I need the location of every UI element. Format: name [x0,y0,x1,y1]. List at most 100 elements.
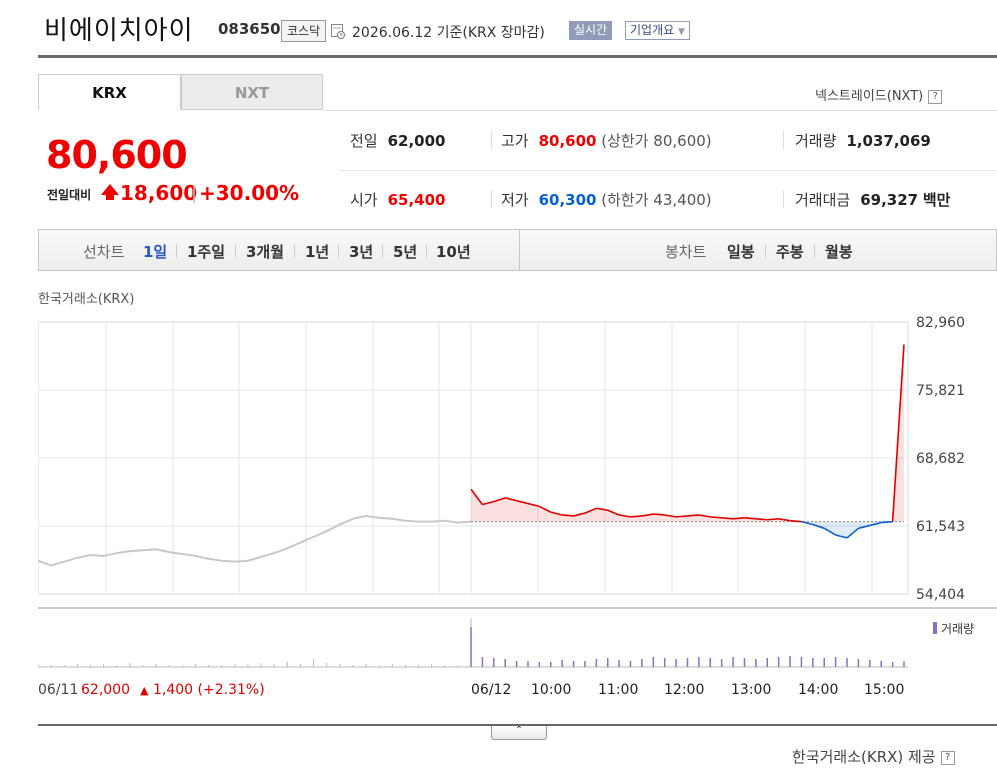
series-area-segment [584,508,597,522]
series-segment-today [573,512,586,517]
x-tick-label: 15:00 [864,682,904,698]
series-segment-today [767,517,779,521]
prev-close-label: 62,000 [81,682,130,698]
up-arrow-icon [101,184,119,195]
company-overview-button[interactable]: 기업개요 ▼ [625,21,690,40]
period-bar [38,229,997,271]
series-segment-today [812,523,825,530]
series-area-segment [824,521,836,535]
stat-label: 거래량 [795,132,837,150]
prev-change-label: 1,400 (+2.31%) [153,682,265,698]
series-area-segment [505,497,517,522]
up-triangle-icon: ▲ [140,684,149,697]
source-credit: 한국거래소(KRX) 제공? [792,746,955,767]
stock-code: 083650 [218,20,281,38]
price-chart: 82,960 75,821 68,682 61,543 54,404 06/11 62,00… [38,315,997,698]
stat-value: 80,600 [538,132,597,150]
series-segment-today [733,517,745,520]
current-price: 80,600 [46,133,188,177]
period-separator [426,244,427,258]
stat-trade-value: 거래대금 69,327 백만 [795,189,950,210]
series-segment-today [687,514,699,517]
help-icon[interactable]: ? [940,750,955,765]
series-segment-today [584,507,597,514]
candle-monthly[interactable]: 월봉 [825,243,853,261]
series-segment-today [869,521,882,527]
change-amount: 18,600 [120,181,198,205]
volume-legend-marker [933,622,937,634]
line-chart-label: 선차트 [83,243,125,261]
series-area-segment [847,521,859,538]
tab-nxt[interactable]: NXT [181,74,323,110]
tab-krx[interactable]: KRX [38,74,181,110]
series-segment-today [801,520,814,526]
stat-value: 65,400 [387,191,446,209]
series-segment-today [676,515,688,518]
period-3y[interactable]: 3년 [349,243,374,261]
stat-value: 1,037,069 [846,132,931,150]
period-separator [338,244,339,258]
x-tick-label: 12:00 [664,682,704,698]
series-segment-today [527,502,540,508]
stat-label: 전일 [350,132,378,150]
stat-value: 69,327 [860,191,919,209]
stock-name: 비에이치아이 [44,16,194,46]
series-area-segment [527,503,540,522]
y-tick-label: 75,821 [916,383,965,399]
market-badge: 코스닥 [281,20,327,42]
y-tick-label: 54,404 [916,587,965,603]
period-1y[interactable]: 1년 [305,243,330,261]
date-text: 2026.06.12 기준(KRX 장마감) [352,25,545,41]
candle-weekly[interactable]: 주봉 [776,243,804,261]
stat-label: 저가 [501,191,529,209]
period-1d[interactable]: 1일 [143,243,168,261]
help-icon[interactable]: ? [928,89,943,104]
series-area-segment [687,514,699,522]
series-segment-today [891,344,905,522]
x-tick-label: 13:00 [731,682,771,698]
series-segment-today [607,509,620,516]
candle-chart-label: 봉차트 [665,243,707,261]
series-segment-today [618,514,631,518]
x-tick-label: 10:00 [531,682,571,698]
series-segment-today [778,518,791,522]
series-segment-today [470,488,484,505]
series-segment-today [596,507,608,512]
nextrade-link-label: 넥스트레이드(NXT) [815,89,924,104]
series-segment-today [516,499,529,505]
series-segment-today [653,513,665,516]
series-segment-today [641,513,654,517]
stat-prev-close: 전일 62,000 [350,130,446,151]
dropdown-arrow-icon: ▼ [678,27,685,37]
series-area-segment [493,497,506,522]
series-area-segment [482,501,494,522]
series-segment-today [698,514,711,518]
period-1w[interactable]: 1주일 [187,243,226,261]
candle-daily[interactable]: 일봉 [727,243,755,261]
period-separator [765,244,766,258]
series-segment-today [630,515,642,518]
collapse-button[interactable]: ⌃ [491,726,547,740]
y-tick-label: 68,682 [916,451,965,467]
period-3m[interactable]: 3개월 [246,243,285,261]
chart-bottom-rule [38,724,997,726]
series-area-segment [516,500,528,522]
stat-low: 저가 60,300 (하한가 43,400) [501,189,712,210]
series-segment-today [755,517,768,521]
series-area-segment [653,514,665,522]
realtime-badge[interactable]: 실시간 [569,21,613,40]
series-segment-today [664,514,677,518]
x-tick-label: 06/11 [38,682,78,698]
chevron-up-icon: ⌃ [514,725,524,736]
market-label: 한국거래소(KRX) [38,292,135,307]
nextrade-link[interactable]: 넥스트레이드(NXT)? [815,85,943,104]
series-segment-today [858,524,871,530]
series-segment-today [721,517,734,520]
series-segment-today [539,505,552,513]
stat-separator [491,190,492,208]
company-overview-label: 기업개요 [630,23,675,37]
period-5y[interactable]: 5년 [393,243,418,261]
period-10y[interactable]: 10년 [436,243,471,261]
stat-unit: 백만 [922,191,951,209]
series-line-prev-day [38,514,472,567]
